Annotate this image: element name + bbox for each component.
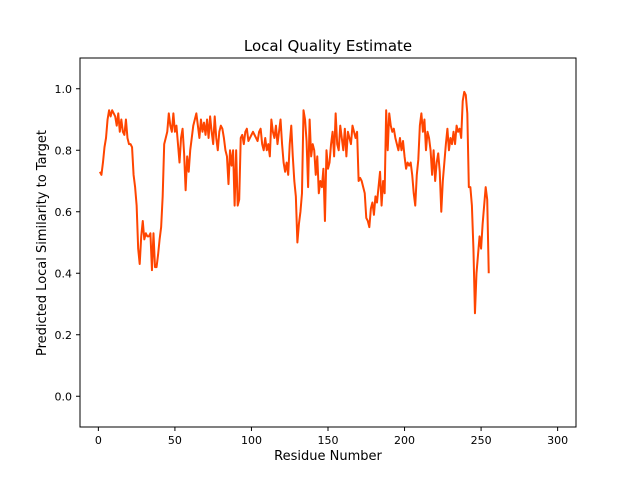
- x-tick-label: 0: [95, 434, 102, 447]
- axis-ticks: 0 50 100 150 200 250 300 0.0 0.2 0.4 0.6 0.8 1.0: [55, 83, 569, 447]
- x-tick-label: 150: [318, 434, 339, 447]
- series-line: [99, 90, 490, 315]
- y-tick-label: 0.0: [55, 390, 73, 403]
- plot-frame: [79, 57, 577, 428]
- x-tick-label: 200: [394, 434, 415, 447]
- x-tick-label: 300: [547, 434, 568, 447]
- chart-title: Local Quality Estimate: [244, 37, 412, 55]
- y-tick-label: 0.2: [55, 329, 73, 342]
- x-tick-label: 250: [471, 434, 492, 447]
- x-axis-label: Residue Number: [274, 449, 382, 464]
- y-tick-label: 1.0: [55, 83, 73, 96]
- y-tick-label: 0.8: [55, 144, 73, 157]
- x-tick-label: 100: [241, 434, 262, 447]
- x-tick-label: 50: [168, 434, 182, 447]
- y-tick-label: 0.4: [55, 267, 73, 280]
- y-tick-label: 0.6: [55, 206, 73, 219]
- y-axis-label: Predicted Local Similarity to Target: [35, 130, 50, 356]
